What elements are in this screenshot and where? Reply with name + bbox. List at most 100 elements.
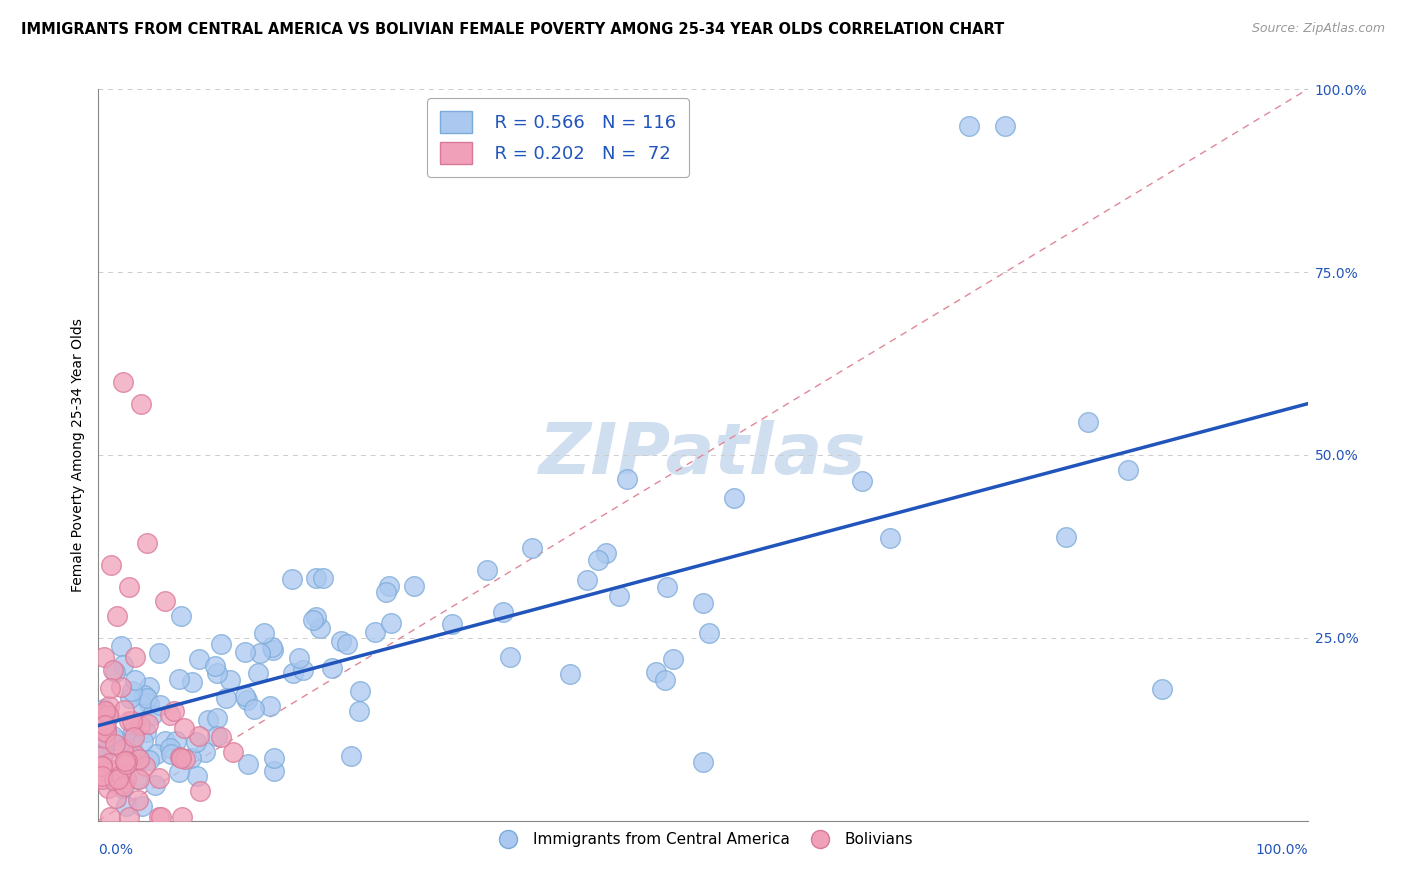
Point	[121, 736, 143, 750]
Point	[364, 624, 387, 639]
Point	[262, 640, 284, 654]
Point	[292, 663, 315, 677]
Point	[595, 546, 617, 560]
Point	[1152, 681, 1174, 696]
Point	[209, 730, 232, 744]
Point	[97, 780, 120, 795]
Point	[215, 691, 238, 706]
Point	[262, 643, 284, 657]
Point	[167, 764, 190, 779]
Point	[111, 776, 134, 790]
Point	[91, 759, 114, 773]
Point	[127, 793, 149, 807]
Point	[94, 720, 117, 734]
Point	[110, 680, 132, 694]
Point	[134, 724, 156, 739]
Text: Source: ZipAtlas.com: Source: ZipAtlas.com	[1251, 22, 1385, 36]
Point	[692, 596, 714, 610]
Point	[94, 709, 117, 723]
Point	[288, 651, 311, 665]
Point	[233, 645, 256, 659]
Point	[165, 734, 187, 748]
Point	[305, 610, 328, 624]
Point	[110, 768, 132, 782]
Point	[93, 746, 115, 760]
Point	[124, 748, 146, 763]
Point	[188, 729, 211, 743]
Point	[475, 563, 498, 577]
Point	[167, 672, 190, 686]
Point	[91, 706, 114, 721]
Point	[91, 759, 114, 773]
Point	[169, 750, 191, 764]
Point	[121, 714, 143, 728]
Point	[209, 637, 232, 651]
Point	[263, 751, 285, 765]
Point	[148, 810, 170, 824]
Point	[121, 684, 143, 698]
Point	[654, 673, 676, 687]
Point	[186, 769, 208, 783]
Point	[655, 581, 678, 595]
Point	[101, 763, 124, 777]
Point	[402, 579, 425, 593]
Point	[281, 665, 304, 680]
Legend: Immigrants from Central America, Bolivians: Immigrants from Central America, Bolivia…	[486, 826, 920, 854]
Point	[148, 771, 170, 785]
Point	[380, 616, 402, 631]
Point	[588, 553, 610, 567]
Y-axis label: Female Poverty Among 25-34 Year Olds: Female Poverty Among 25-34 Year Olds	[70, 318, 84, 592]
Point	[97, 708, 120, 723]
Point	[281, 572, 304, 586]
Point	[129, 752, 152, 766]
Point	[93, 739, 115, 753]
Point	[110, 640, 132, 654]
Point	[170, 810, 193, 824]
Point	[499, 650, 522, 665]
Point	[125, 772, 148, 786]
Point	[170, 608, 193, 623]
Point	[112, 703, 135, 717]
Point	[723, 491, 745, 505]
Point	[145, 747, 167, 761]
Point	[128, 752, 150, 766]
Point	[302, 613, 325, 627]
Point	[94, 731, 117, 745]
Point	[104, 665, 127, 679]
Point	[329, 634, 352, 648]
Point	[114, 757, 136, 772]
Point	[91, 749, 114, 764]
Point	[186, 734, 208, 748]
Point	[153, 734, 176, 748]
Point	[98, 810, 121, 824]
Text: 100.0%: 100.0%	[1256, 843, 1308, 856]
Point	[197, 714, 219, 728]
Point	[117, 810, 139, 824]
Point	[305, 571, 328, 585]
Point	[103, 773, 125, 788]
Point	[697, 626, 720, 640]
Point	[1054, 530, 1077, 544]
Point	[103, 663, 125, 677]
Point	[236, 757, 259, 772]
Point	[111, 780, 134, 795]
Point	[91, 763, 114, 777]
Point	[236, 693, 259, 707]
Point	[219, 673, 242, 687]
Point	[233, 690, 256, 704]
Point	[96, 724, 118, 739]
Point	[114, 754, 136, 768]
Point	[101, 729, 124, 743]
Point	[104, 791, 127, 805]
Point	[98, 756, 121, 771]
Point	[111, 375, 134, 389]
Point	[138, 753, 160, 767]
Point	[616, 472, 638, 486]
Point	[375, 585, 398, 599]
Point	[522, 541, 544, 555]
Point	[957, 119, 980, 133]
Point	[91, 769, 114, 783]
Point	[188, 652, 211, 666]
Point	[100, 558, 122, 572]
Point	[93, 650, 115, 665]
